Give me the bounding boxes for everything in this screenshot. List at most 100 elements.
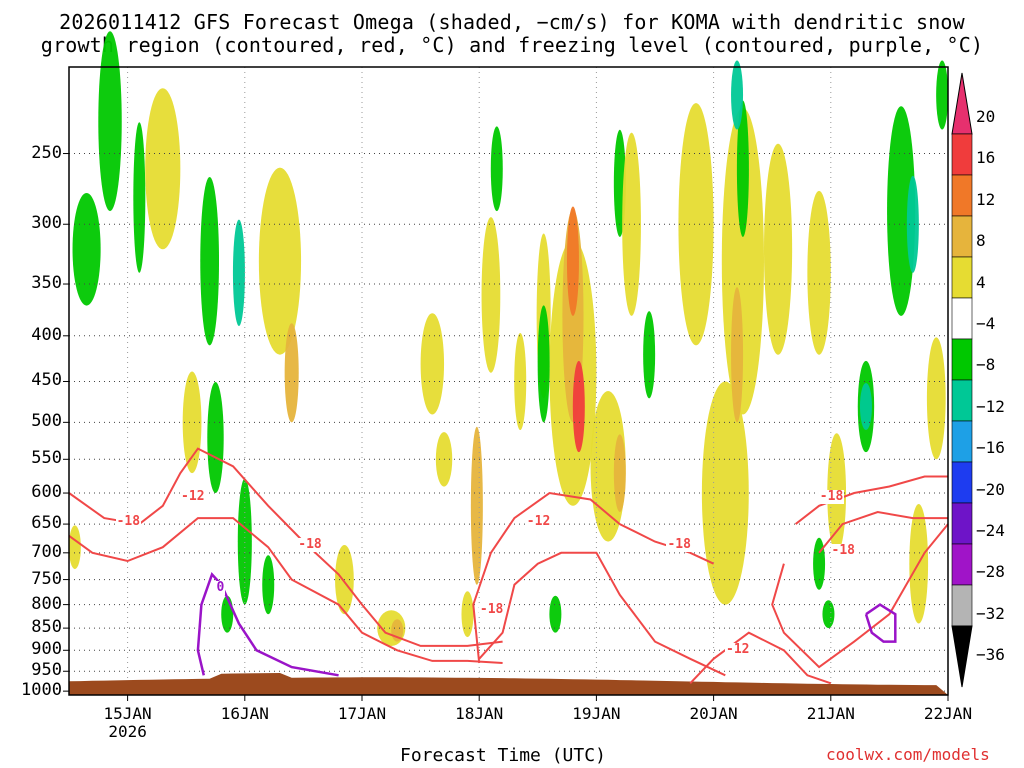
- colorbar-swatch-7: [951, 379, 973, 422]
- y-tick-label-750: 750: [31, 568, 62, 589]
- omega-cell-21: [490, 126, 503, 212]
- dgz-contour-minus12-a: [68, 517, 503, 664]
- omega-cell-43: [813, 537, 826, 590]
- colorbar-swatch-5: [951, 297, 973, 340]
- omega-cell-33: [622, 132, 641, 316]
- x-tick-label-22JAN: 22JAN: [923, 704, 973, 723]
- plot-frame: [68, 66, 949, 696]
- omega-cell-48: [906, 175, 919, 273]
- y-tick-label-300: 300: [31, 213, 62, 234]
- omega-cell-37: [731, 287, 744, 423]
- y-tick-label-800: 800: [31, 593, 62, 614]
- x-tick-label-21JAN: 21JAN: [806, 704, 855, 723]
- dgz-contour-label-6: -18: [818, 489, 845, 505]
- omega-cell-1: [72, 192, 101, 306]
- colorbar-swatch-0: [951, 72, 973, 135]
- dgz-contour-label-2: -18: [297, 537, 323, 553]
- dgz-contour-minus18-c: [771, 523, 949, 669]
- colorbar-label-4: 4: [976, 272, 986, 292]
- omega-cell-9: [145, 88, 181, 250]
- omega-cell-7: [262, 555, 275, 615]
- omega-cell-34: [678, 103, 714, 346]
- gridlines: [69, 67, 948, 695]
- dgz-contour-minus18-b: [478, 551, 726, 677]
- omega-cell-27: [537, 305, 550, 423]
- dgz-contour-label-0: -18: [115, 514, 142, 530]
- omega-cell-11: [258, 167, 302, 355]
- chart-title-line-1: 2026011412 GFS Forecast Omega (shaded, −…: [59, 10, 965, 34]
- dgz-contour-minus18-d: [689, 631, 832, 685]
- dgz-contour-minus12-b: [472, 491, 715, 664]
- y-tick-label-550: 550: [31, 448, 62, 469]
- y-tick-label-600: 600: [31, 482, 62, 503]
- dgz-contour-minus12-c: [818, 510, 948, 554]
- colorbar-label-9: −20: [976, 479, 1005, 499]
- colorbar-swatch-12: [951, 584, 973, 627]
- colorbar-swatch-1: [951, 133, 973, 176]
- y-tick-label-400: 400: [31, 324, 62, 345]
- colorbar-swatch-4: [951, 256, 973, 299]
- y-tick-label-650: 650: [31, 513, 62, 534]
- omega-cell-32: [643, 311, 656, 399]
- colorbar-label-3: 8: [976, 231, 986, 251]
- x-tick-label-19JAN: 19JAN: [572, 704, 621, 723]
- omega-cell-50: [926, 337, 946, 460]
- x-tick-label-16JAN: 16JAN: [220, 704, 269, 723]
- omega-cell-44: [822, 600, 835, 629]
- y-tick-label-850: 850: [31, 617, 62, 638]
- colorbar-label-7: −12: [976, 396, 1005, 416]
- colorbar-label-10: −24: [976, 521, 1005, 540]
- omega-cell-38: [736, 100, 749, 237]
- dgz-contour-label-4: -12: [525, 514, 552, 530]
- omega-cell-18: [470, 426, 483, 585]
- y-tick-label-450: 450: [31, 370, 62, 391]
- colorbar-swatch-3: [951, 215, 973, 258]
- colorbar-swatch-9: [951, 461, 973, 504]
- dgz-contour-label-1: -12: [180, 489, 206, 505]
- dgz-contour-label-5: -18: [666, 537, 692, 553]
- omega-cell-41: [807, 190, 831, 355]
- omega-cell-28: [549, 595, 562, 633]
- y-tick-label-350: 350: [31, 273, 62, 294]
- colorbar-swatch-13: [951, 625, 973, 688]
- x-axis-title: Forecast Time (UTC): [400, 745, 606, 766]
- omega-cell-3: [200, 177, 220, 346]
- dgz-contour-label-8: -18: [830, 542, 856, 558]
- y-tick-label-1000: 1000: [21, 680, 62, 701]
- x-tick-label-17JAN: 17JAN: [337, 704, 387, 723]
- dgz-contour-minus18-e: [794, 475, 948, 525]
- y-tick-label-950: 950: [31, 660, 62, 681]
- y-tick-label-700: 700: [31, 541, 62, 562]
- colorbar-label-5: −4: [976, 314, 996, 333]
- ground-surface: [69, 673, 948, 695]
- colorbar-swatch-8: [951, 420, 973, 463]
- omega-cell-46: [859, 382, 872, 431]
- omega-cell-19: [481, 217, 501, 373]
- omega-cell-12: [284, 323, 299, 423]
- freezing-contour-closed: [864, 603, 897, 643]
- omega-cell-30: [613, 434, 626, 512]
- colorbar-label-6: −8: [976, 355, 996, 375]
- x-tick-label-18JAN: 18JAN: [455, 704, 504, 723]
- x-tick-year: 2026: [108, 722, 147, 741]
- omega-cell-35: [701, 381, 749, 605]
- dgz-contour-label-3: -18: [478, 601, 505, 617]
- ground-layer: [69, 673, 948, 695]
- colorbar-label-13: −36: [976, 645, 1005, 665]
- credit-link[interactable]: coolwx.com/models: [826, 745, 990, 764]
- axis-ticks: [63, 153, 949, 701]
- chart-title-line-2: growth region (contoured, red, °C) and f…: [40, 33, 984, 57]
- omega-cell-26: [572, 360, 585, 453]
- omega-cell-47: [887, 106, 916, 316]
- colorbar-label-0: 20: [976, 107, 996, 126]
- omega-cell-53: [68, 525, 81, 570]
- omega-cell-16: [420, 313, 445, 415]
- dgz-contour-label-7: -12: [725, 642, 751, 658]
- omega-cell-10: [182, 371, 202, 474]
- omega-cell-0: [98, 31, 122, 212]
- omega-cell-2: [133, 122, 146, 273]
- colorbar-label-2: 12: [976, 189, 996, 209]
- colorbar-label-11: −28: [976, 562, 1005, 582]
- omega-cell-25: [566, 206, 579, 316]
